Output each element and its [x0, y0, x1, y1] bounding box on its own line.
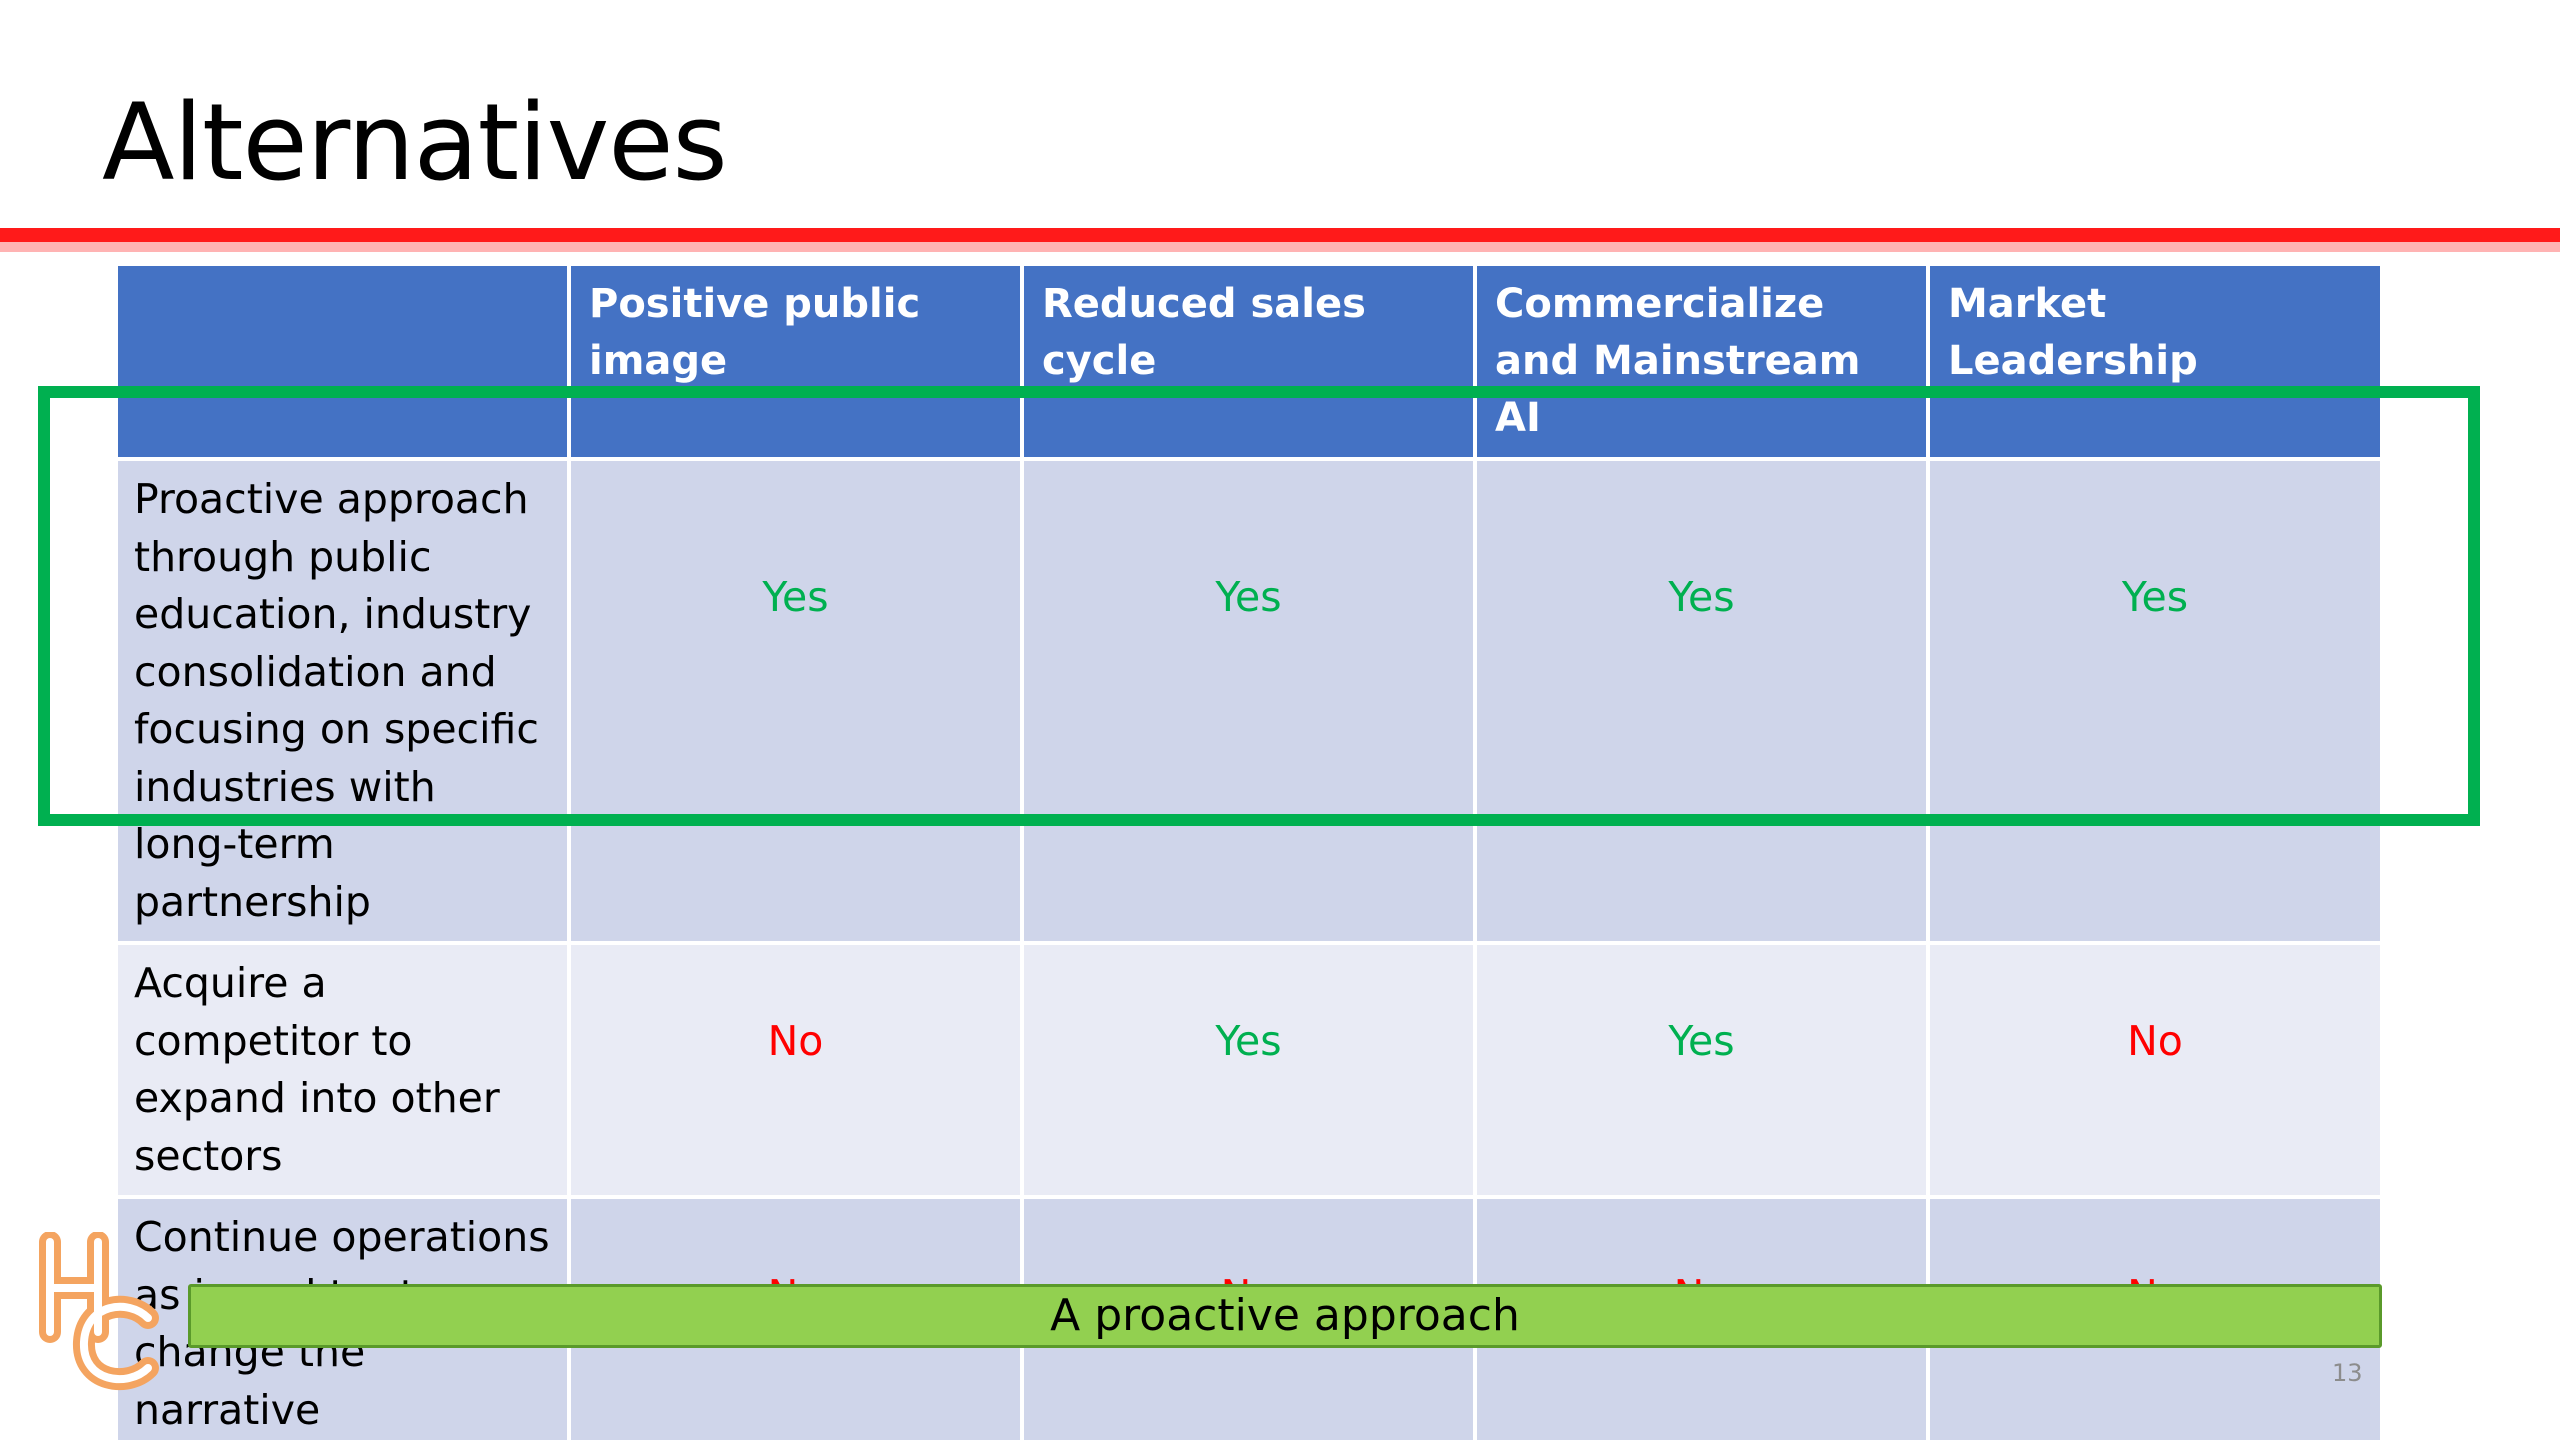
alternatives-table: Positive public image Reduced sales cycl… [114, 262, 2384, 1440]
table-header-row: Positive public image Reduced sales cycl… [114, 262, 2384, 461]
header-commercialize-ai: Commercialize and Mainstream AI [1473, 262, 1930, 461]
alternatives-table-container: Positive public image Reduced sales cycl… [114, 262, 2384, 1440]
conclusion-banner: A proactive approach [188, 1284, 2382, 1348]
page-number: 13 [2332, 1359, 2363, 1387]
table-cell: Yes [1926, 457, 2384, 945]
header-market-leadership: Market Leadership [1926, 262, 2384, 461]
table-cell: No [567, 941, 1024, 1199]
header-positive-public-image: Positive public image [567, 262, 1024, 461]
row-label: Proactive approach through public educat… [114, 457, 571, 945]
row-label: Acquire a competitor to expand into othe… [114, 941, 571, 1199]
header-reduced-sales-cycle: Reduced sales cycle [1020, 262, 1477, 461]
table-cell: Yes [1020, 457, 1477, 945]
title-divider-shadow [0, 242, 2560, 252]
table-cell: Yes [1020, 941, 1477, 1199]
table-cell: Yes [1473, 457, 1930, 945]
title-divider-line [0, 228, 2560, 242]
table-row: Acquire a competitor to expand into othe… [114, 941, 2384, 1199]
table-row: Proactive approach through public educat… [114, 457, 2384, 945]
slide-title: Alternatives [102, 81, 728, 204]
hc-logo [39, 1232, 159, 1391]
table-cell: Yes [1473, 941, 1930, 1199]
header-cell-empty [114, 262, 571, 461]
table-cell: Yes [567, 457, 1024, 945]
table-cell: No [1926, 941, 2384, 1199]
